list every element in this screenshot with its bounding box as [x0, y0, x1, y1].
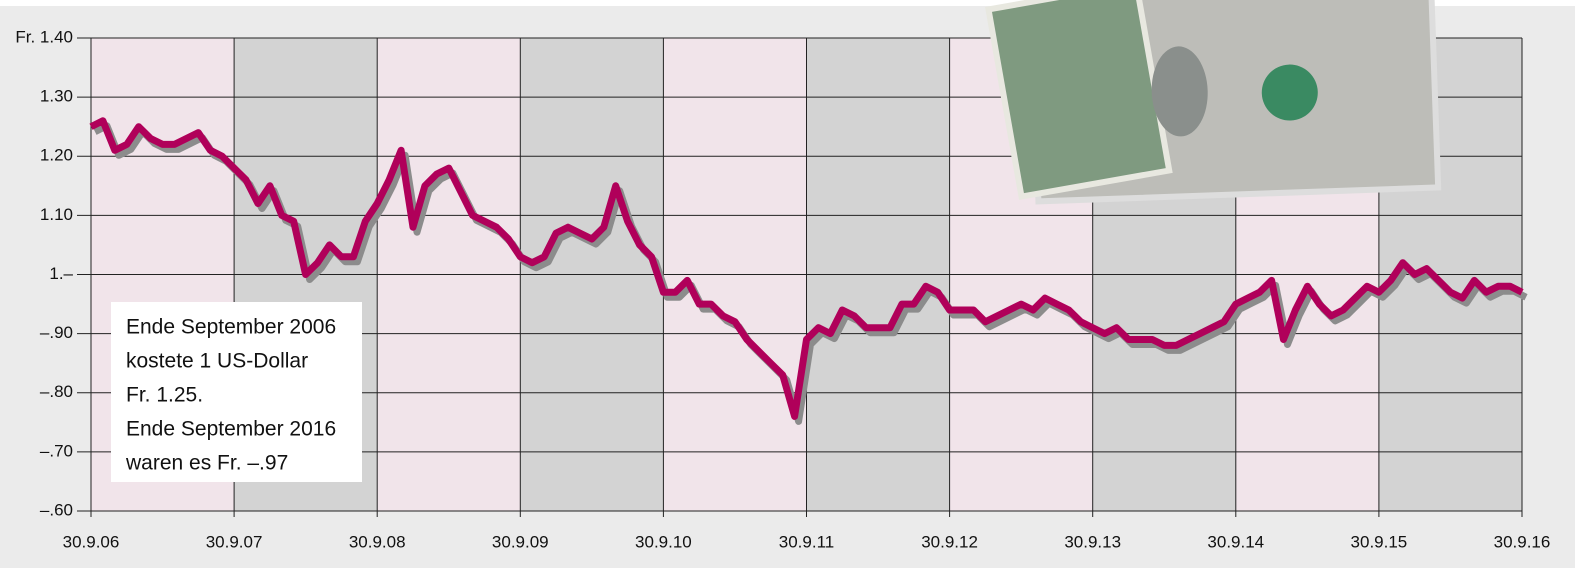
x-tick-label: 30.9.06: [63, 532, 120, 551]
annotation-line: waren es Fr. –.97: [125, 452, 288, 475]
y-tick-label: –.90: [40, 323, 73, 342]
dollar-bill: [988, 0, 1438, 203]
y-tick-label: 1.20: [40, 146, 73, 165]
bill-fold: [989, 0, 1170, 197]
chart: Ende September 2006 kostete 1 US-Dollar Fr…: [0, 0, 1575, 568]
x-tick-label: 30.9.16: [1494, 532, 1551, 551]
annotation-line: Fr. 1.25.: [126, 384, 203, 407]
x-tick-label: 30.9.10: [635, 532, 692, 551]
x-tick-label: 30.9.11: [779, 532, 834, 551]
x-tick-label: 30.9.09: [492, 532, 549, 551]
y-tick-label: 1.10: [40, 205, 73, 224]
y-tick-label: Fr. 1.40: [15, 27, 73, 46]
y-tick-label: 1.–: [49, 264, 73, 283]
x-tick-label: 30.9.14: [1207, 532, 1264, 551]
x-tick-label: 30.9.15: [1351, 532, 1408, 551]
x-tick-label: 30.9.08: [349, 532, 406, 551]
annotation: Ende September 2006 kostete 1 US-Dollar Fr…: [111, 302, 362, 482]
y-tick-label: –.80: [40, 382, 73, 401]
y-tick-label: –.70: [40, 441, 73, 460]
annotation-line: Ende September 2006: [126, 316, 336, 339]
x-tick-label: 30.9.12: [921, 532, 978, 551]
x-tick-label: 30.9.07: [206, 532, 263, 551]
annotation-line: Ende September 2016: [126, 418, 336, 441]
y-tick-label: –.60: [40, 500, 73, 519]
annotation-line: kostete 1 US-Dollar: [126, 350, 308, 373]
y-tick-label: 1.30: [40, 87, 73, 106]
x-tick-label: 30.9.13: [1064, 532, 1121, 551]
